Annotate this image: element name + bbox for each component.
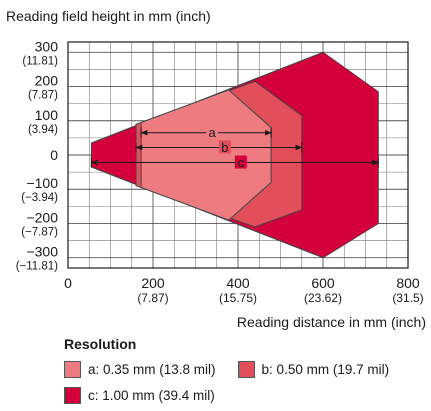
y-tick-sublabel: (−3.94) <box>21 192 58 204</box>
x-tick-label: 0 <box>64 275 72 291</box>
y-tick-label: 300 <box>35 38 59 54</box>
dimension-label-bg <box>206 125 219 139</box>
legend-title: Resolution <box>64 336 137 352</box>
dimension-label-bg <box>234 155 247 169</box>
reading-field-areas <box>90 51 379 259</box>
x-tick-sublabel: (23.62) <box>304 291 342 305</box>
x-tick-label: 800 <box>396 275 420 291</box>
y-tick-sublabel: (7.87) <box>28 90 58 102</box>
legend: Resolution a: 0.35 mm (13.8 mil) b: 0.50… <box>64 336 424 411</box>
x-tick-sublabel: (31.5) <box>392 291 423 305</box>
y-tick-label: −300 <box>26 244 58 260</box>
x-tick-label: 600 <box>311 275 335 291</box>
y-tick-label: −100 <box>26 175 58 191</box>
x-tick-label: 200 <box>141 275 165 291</box>
y-tick-label: 0 <box>50 147 58 163</box>
legend-row-2: c: 1.00 mm (39.4 mil) <box>64 385 424 405</box>
x-axis-title: Reading distance in mm (inch) <box>237 314 426 330</box>
plot-frame <box>67 41 409 269</box>
dimension-label-bg <box>218 140 231 154</box>
legend-swatch-b <box>237 360 255 378</box>
dimension-label-a: a <box>209 125 217 140</box>
reading-field-a <box>140 89 272 221</box>
legend-label-b: b: 0.50 mm (19.7 mil) <box>261 361 390 377</box>
y-tick-sublabel: (3.94) <box>28 124 58 136</box>
y-tick-sublabel: (11.81) <box>22 55 58 67</box>
x-tick-label: 400 <box>226 275 250 291</box>
legend-swatch-a <box>64 360 81 378</box>
y-axis-title: Reading field height in mm (inch) <box>6 8 211 24</box>
y-tick-label: −200 <box>26 209 58 225</box>
legend-row-1: a: 0.35 mm (13.8 mil) b: 0.50 mm (19.7 m… <box>64 359 424 379</box>
legend-label-c: c: 1.00 mm (39.4 mil) <box>88 387 215 403</box>
reading-field-chart: Reading field height in mm (inch) Readin… <box>6 8 426 330</box>
legend-item-c: c: 1.00 mm (39.4 mil) <box>64 386 215 404</box>
y-tick-sublabel: (−7.87) <box>21 226 58 238</box>
y-tick-label: 100 <box>35 107 59 123</box>
dimension-label-c: c <box>238 155 245 170</box>
y-tick-sublabel: (−11.81) <box>16 261 58 273</box>
dimension-label-b: b <box>221 140 228 155</box>
legend-item-a: a: 0.35 mm (13.8 mil) <box>64 360 216 378</box>
dimension-lines: abc <box>90 125 379 170</box>
legend-swatch-c <box>64 386 81 404</box>
x-tick-sublabel: (7.87) <box>137 291 168 305</box>
legend-item-b: b: 0.50 mm (19.7 mil) <box>237 360 390 378</box>
x-tick-sublabel: (15.75) <box>219 291 257 305</box>
legend-label-a: a: 0.35 mm (13.8 mil) <box>88 361 216 377</box>
axis-ticks: 0 200(7.87)400(15.75)600(23.62)800(31.5)3… <box>16 38 424 305</box>
y-tick-label: 200 <box>35 73 59 89</box>
